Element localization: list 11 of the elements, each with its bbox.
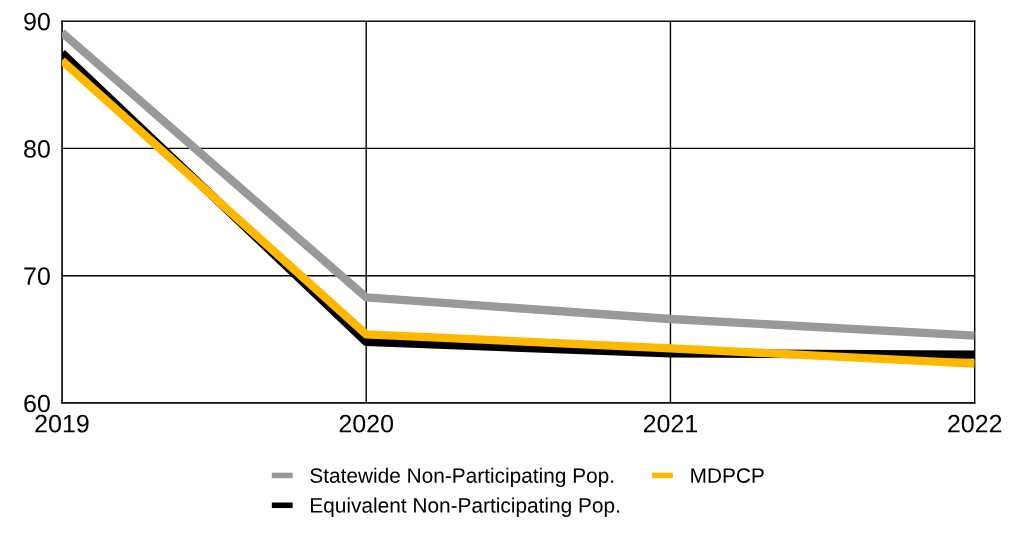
y-tick-label: 70 xyxy=(24,267,50,286)
y-tick-label: 90 xyxy=(24,12,50,31)
legend-label: Statewide Non-Participating Pop. xyxy=(310,467,614,488)
x-tick-label: 2021 xyxy=(643,414,698,433)
x-tick-label: 2019 xyxy=(35,414,89,433)
x-tick-label: 2022 xyxy=(948,414,1002,433)
legend-label: MDPCP xyxy=(691,468,764,483)
x-tick-label: 2020 xyxy=(339,414,394,433)
y-tick-label: 60 xyxy=(24,394,50,413)
legend-label: Equivalent Non-Participating Pop. xyxy=(311,497,619,517)
y-tick-label: 80 xyxy=(24,140,50,158)
